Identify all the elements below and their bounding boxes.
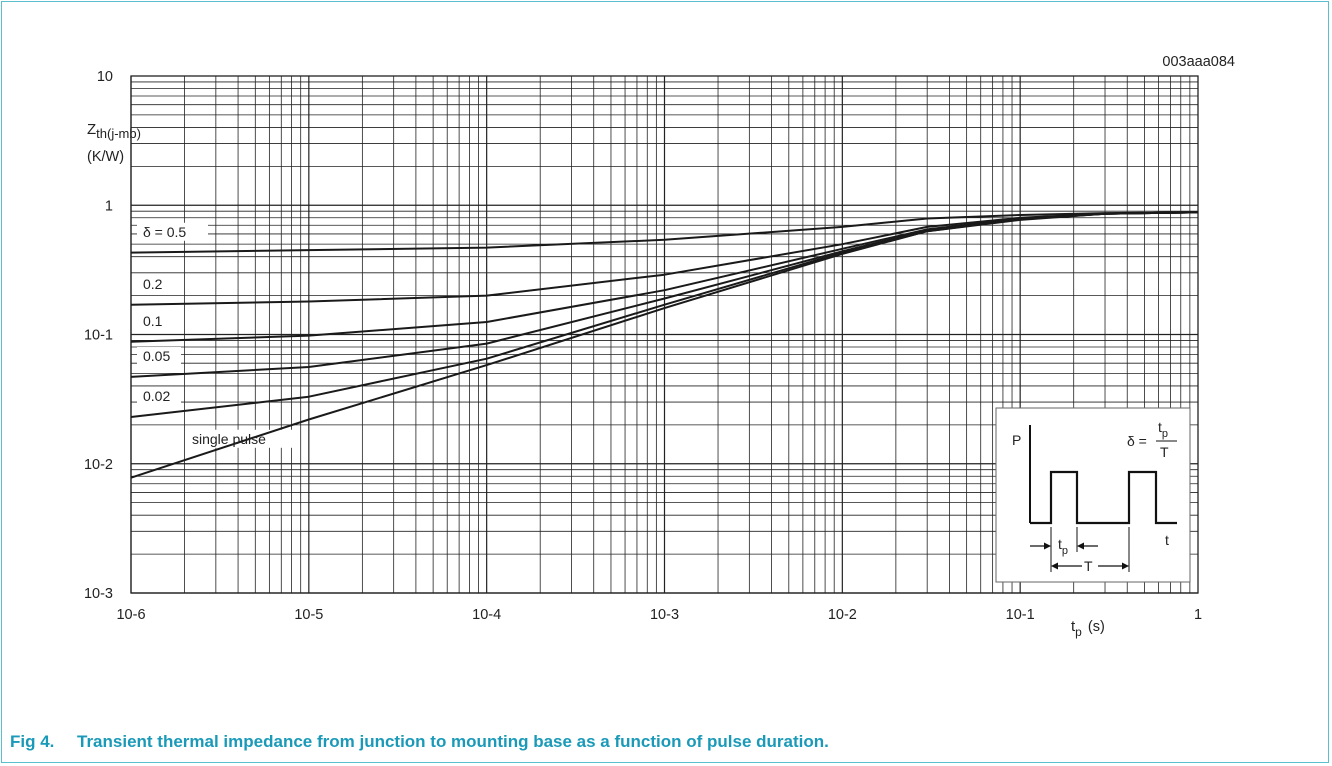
x-tick-label: 10-4 (472, 607, 501, 623)
series-line (130, 211, 1199, 254)
y-tick-label: 10-1 (84, 328, 113, 344)
plot-border (130, 75, 1199, 594)
figure-id: 003aaa084 (1162, 54, 1235, 70)
x-tick-label: 10-3 (650, 607, 679, 623)
inset-fraction-numerator: tp (1158, 419, 1168, 440)
series-layer (130, 211, 1199, 479)
x-tick-label: 10-5 (294, 607, 323, 623)
series-label-mask (137, 274, 172, 293)
y-tick-label: 10-3 (84, 586, 113, 602)
inset-box (995, 407, 1191, 583)
figure-number: Fig 4. (10, 732, 55, 751)
series-label-mask (137, 311, 172, 330)
series-label: 0.1 (143, 313, 163, 329)
series-label-mask (137, 347, 181, 366)
y-axis-unit: (K/W) (87, 149, 124, 165)
x-axis-symbol: tp (s) (1071, 618, 1105, 639)
y-axis-symbol: Zth(j-mb) (87, 121, 141, 141)
series-label: 0.02 (143, 388, 170, 404)
y-tick-label: 10-2 (84, 457, 113, 473)
inset-fraction-denominator: T (1160, 444, 1169, 460)
series-label: δ = 0.5 (143, 224, 186, 240)
y-tick-labels: 10 1 10-1 10-2 10-3 (84, 69, 113, 602)
x-tick-labels: 10-6 10-5 10-4 10-3 10-2 10-1 1 (116, 607, 1202, 623)
inset-delta-label: δ = (1127, 433, 1147, 449)
inset-T-label: T (1084, 558, 1093, 574)
x-tick-label: 1 (1194, 607, 1202, 623)
inset-arrowhead (1077, 542, 1084, 550)
x-axis-label: tp (s) (1071, 618, 1105, 639)
duty-cycle-inset: P t tp T δ = tp T (995, 407, 1191, 583)
curve-label-masks (137, 222, 292, 448)
y-tick-label: 1 (105, 198, 113, 214)
x-tick-label: 10-2 (828, 607, 857, 623)
x-tick-label: 10-1 (1006, 607, 1035, 623)
x-tick-label: 10-6 (116, 607, 145, 623)
inset-pulse-train (1030, 470, 1177, 525)
inset-p-label: P (1012, 432, 1021, 448)
inset-arrowhead (1122, 562, 1129, 570)
y-axis-label: Zth(j-mb) (K/W) (87, 121, 141, 165)
series-labels: δ = 0.5 0.2 0.1 0.05 0.02 single pulse (143, 224, 266, 447)
inset-tp-label: tp (1058, 536, 1068, 557)
inset-arrowhead (1044, 542, 1051, 550)
series-label: single pulse (192, 431, 266, 447)
series-label: 0.2 (143, 276, 163, 292)
y-tick-label: 10 (97, 69, 113, 85)
series-label: 0.05 (143, 348, 170, 364)
series-label-mask (137, 387, 181, 406)
inset-arrowhead (1051, 562, 1058, 570)
inset-t-label: t (1165, 532, 1169, 548)
series-line (130, 211, 1199, 479)
figure-caption: Fig 4. Transient thermal impedance from j… (10, 732, 829, 752)
series-label-mask (137, 222, 208, 241)
figure-caption-text: Transient thermal impedance from junctio… (77, 732, 829, 751)
